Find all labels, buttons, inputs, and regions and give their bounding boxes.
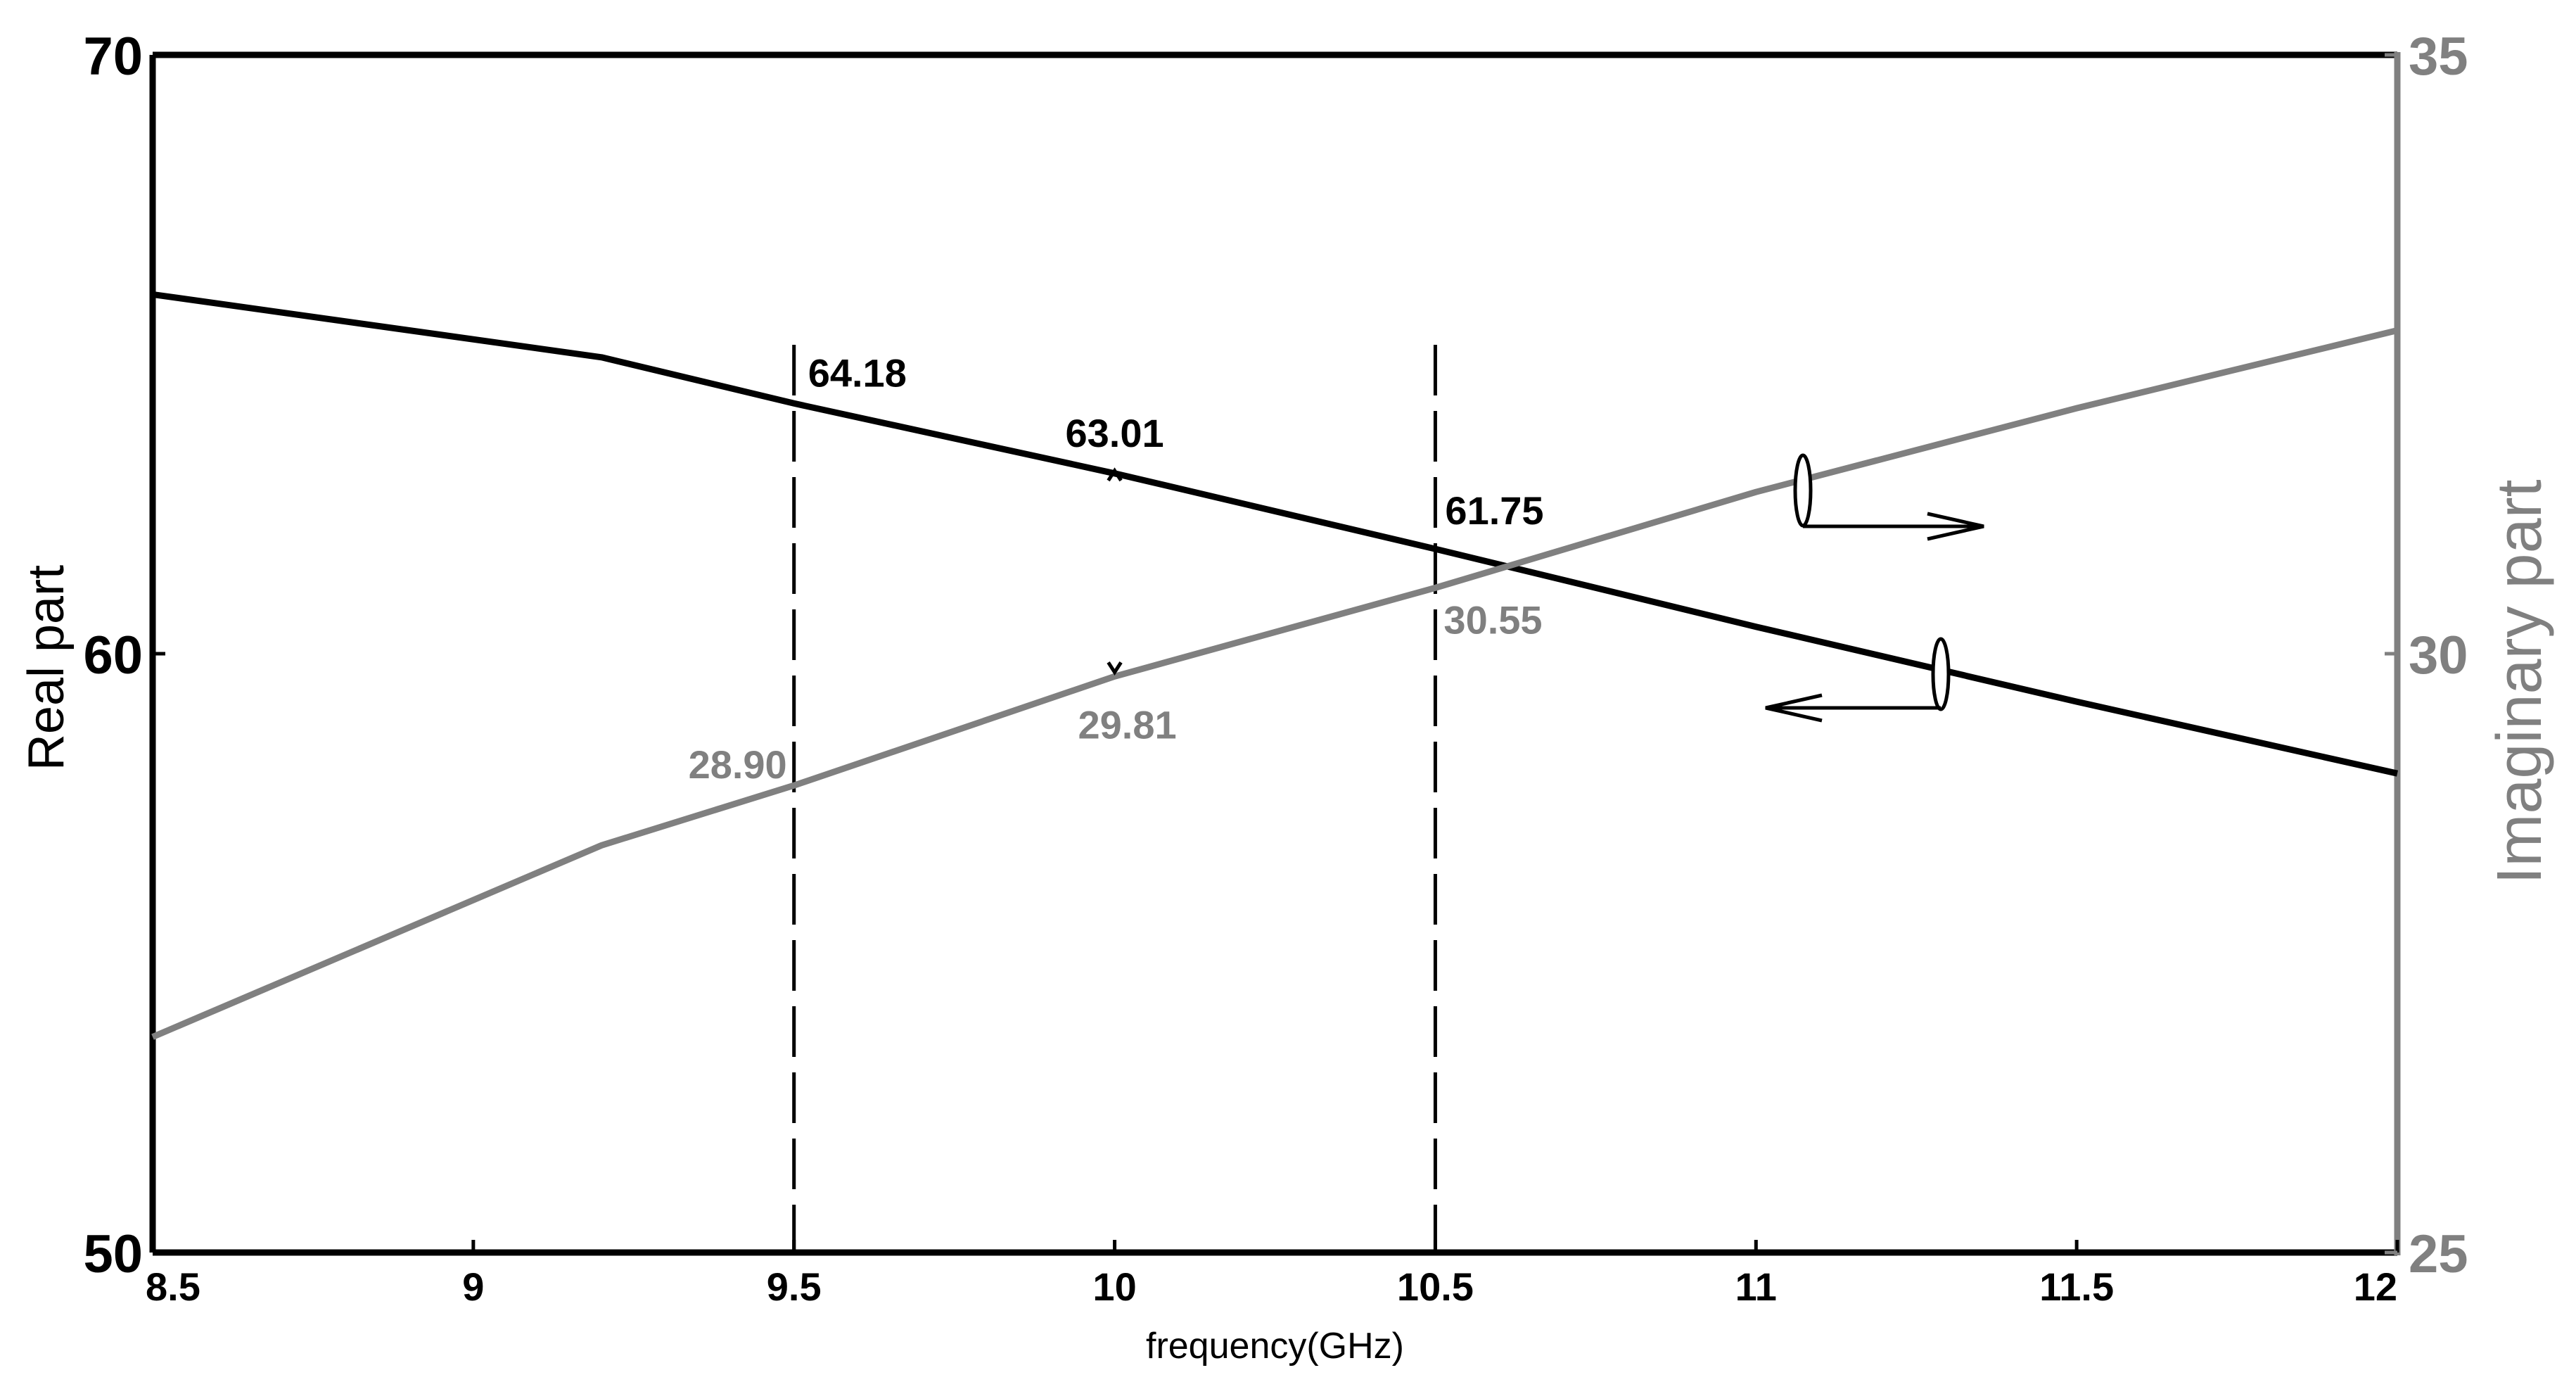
series-lines [151,291,2399,1040]
x-tick-label: 10 [1092,1264,1136,1309]
arrow-head-left [1765,693,1823,723]
data-label: 64.18 [808,350,907,395]
indicator-ellipse [1931,637,1951,711]
x-axis-ticks: 8.5 9 9.5 10 10.5 11 11.5 12 [146,1240,2399,1309]
data-label: 30.55 [1443,597,1542,642]
data-label: 61.75 [1445,488,1543,533]
plot-frame [149,51,2401,1256]
right-axis-ticks: 25 30 35 [2385,27,2468,1284]
arrow-head-right [1927,512,1984,541]
real-marker [1107,467,1123,482]
x-tick-label: 9.5 [767,1264,822,1309]
x-tick-label: 11 [1735,1264,1777,1309]
series-line-2 [151,327,2399,1040]
x-tick-label: 12 [2354,1264,2397,1309]
series-line-1 [152,291,2398,777]
data-label: 29.81 [1078,702,1177,747]
left-tick-label: 50 [83,1224,143,1284]
data-labels: 64.18 63.01 61.75 28.90 29.81 30.55 [689,350,1544,787]
vertical-marker-lines [792,345,1437,1253]
imaginary-marker [1107,661,1123,676]
data-label: 63.01 [1066,411,1164,455]
indicator-ellipse [1793,453,1813,528]
right-tick-label: 30 [2409,626,2468,685]
left-axis-ticks: 50 60 70 [83,27,165,1284]
left-tick-label: 60 [83,626,143,685]
right-axis-title: Imaginary part [2485,479,2555,884]
x-tick-label: 10.5 [1397,1264,1474,1309]
left-axis-title: Real part [18,565,75,771]
left-tick-label: 70 [83,27,143,87]
data-label: 28.90 [689,742,787,787]
x-tick-label: 9 [462,1264,484,1309]
right-tick-label: 25 [2409,1224,2468,1284]
x-tick-label: 11.5 [2039,1264,2114,1309]
x-tick-label: 8.5 [146,1264,200,1309]
right-tick-label: 35 [2409,27,2468,87]
axis-indicators [1765,453,1984,723]
x-axis-title: frequency(GHz) [1146,1326,1404,1367]
